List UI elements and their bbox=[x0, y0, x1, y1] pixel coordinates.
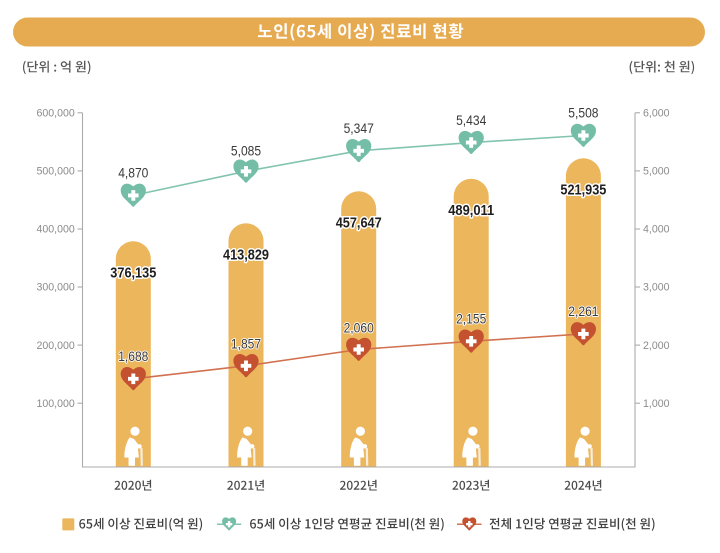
svg-text:4,870: 4,870 bbox=[118, 166, 148, 182]
svg-text:2,155: 2,155 bbox=[456, 311, 486, 327]
svg-text:2,261: 2,261 bbox=[568, 304, 598, 320]
svg-text:3,000: 3,000 bbox=[643, 282, 670, 294]
svg-text:400,000: 400,000 bbox=[37, 224, 75, 236]
svg-text:457,647: 457,647 bbox=[336, 216, 382, 232]
svg-text:6,000: 6,000 bbox=[643, 108, 670, 120]
svg-text:5,434: 5,434 bbox=[456, 113, 486, 129]
svg-text:500,000: 500,000 bbox=[37, 166, 75, 178]
svg-text:1,857: 1,857 bbox=[231, 336, 261, 352]
svg-text:1,857: 1,857 bbox=[231, 336, 261, 352]
svg-text:413,829: 413,829 bbox=[223, 248, 269, 264]
svg-text:2,060: 2,060 bbox=[344, 320, 374, 336]
svg-text:489,011: 489,011 bbox=[448, 203, 494, 219]
svg-text:1,688: 1,688 bbox=[118, 349, 148, 365]
svg-text:5,508: 5,508 bbox=[568, 106, 598, 122]
svg-text:100,000: 100,000 bbox=[37, 398, 75, 410]
svg-text:489,011: 489,011 bbox=[448, 203, 494, 219]
svg-text:2,000: 2,000 bbox=[643, 340, 670, 352]
svg-text:5,508: 5,508 bbox=[568, 106, 598, 122]
svg-text:521,935: 521,935 bbox=[560, 183, 606, 199]
svg-text:376,135: 376,135 bbox=[110, 266, 156, 282]
svg-text:4,000: 4,000 bbox=[643, 224, 670, 236]
svg-text:5,434: 5,434 bbox=[456, 113, 486, 129]
svg-text:1,000: 1,000 bbox=[643, 398, 670, 410]
svg-text:376,135: 376,135 bbox=[110, 266, 156, 282]
svg-text:5,000: 5,000 bbox=[643, 166, 670, 178]
svg-text:1,688: 1,688 bbox=[118, 349, 148, 365]
svg-text:5,085: 5,085 bbox=[231, 143, 261, 159]
svg-text:2,261: 2,261 bbox=[568, 304, 598, 320]
svg-text:4,870: 4,870 bbox=[118, 166, 148, 182]
svg-text:2,060: 2,060 bbox=[344, 320, 374, 336]
svg-text:200,000: 200,000 bbox=[37, 340, 75, 352]
svg-text:5,347: 5,347 bbox=[344, 121, 374, 137]
svg-text:5,085: 5,085 bbox=[231, 143, 261, 159]
svg-text:5,347: 5,347 bbox=[344, 121, 374, 137]
svg-text:413,829: 413,829 bbox=[223, 248, 269, 264]
svg-text:300,000: 300,000 bbox=[37, 282, 75, 294]
svg-text:457,647: 457,647 bbox=[336, 216, 382, 232]
svg-text:2,155: 2,155 bbox=[456, 311, 486, 327]
svg-text:600,000: 600,000 bbox=[37, 108, 75, 120]
svg-text:521,935: 521,935 bbox=[560, 183, 606, 199]
